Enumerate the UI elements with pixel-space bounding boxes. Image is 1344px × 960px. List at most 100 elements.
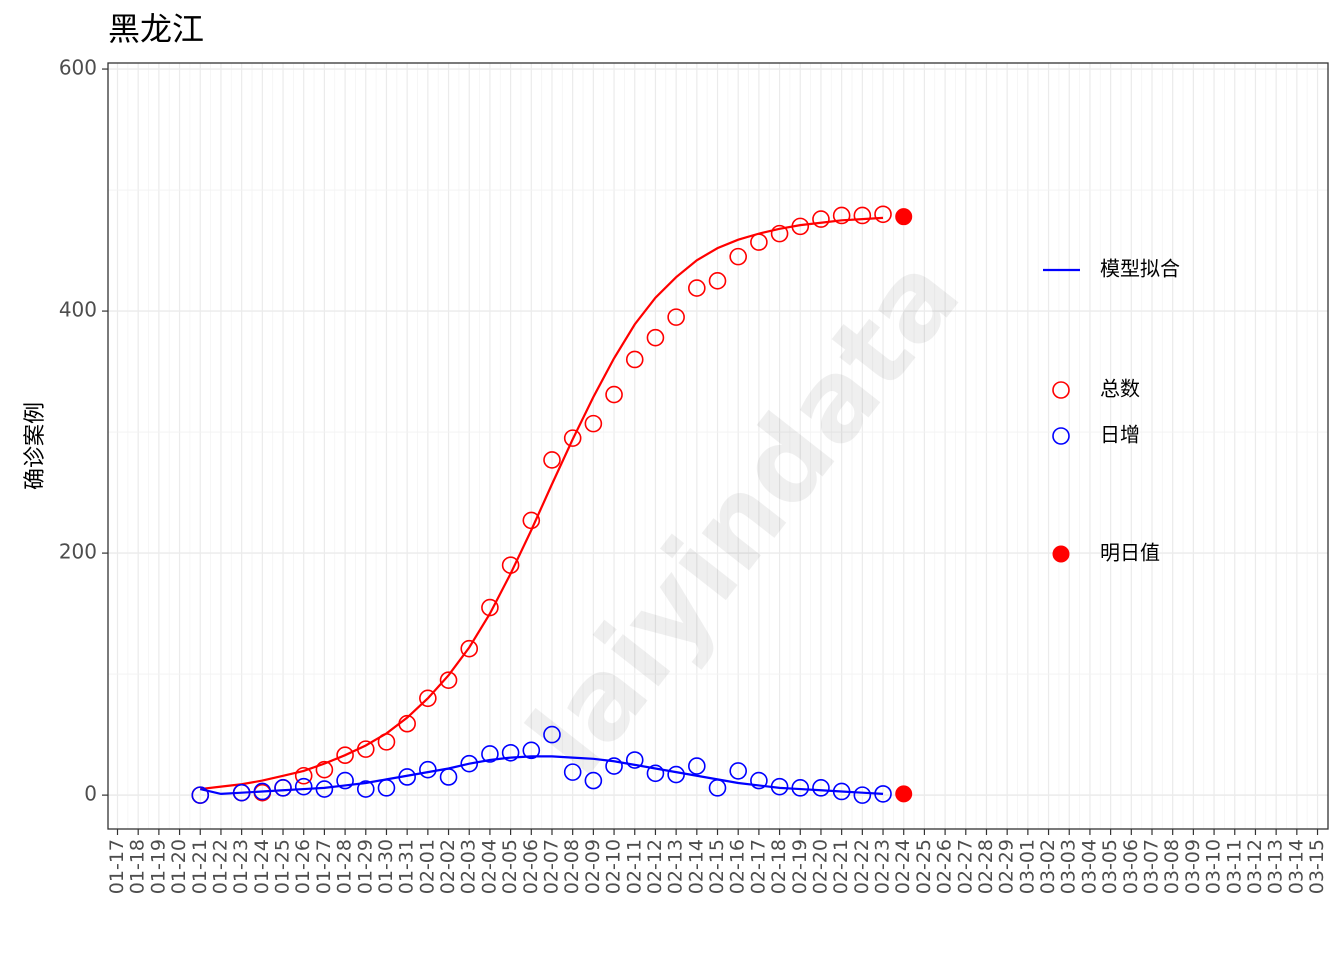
- x-tick-label: 02-25: [913, 839, 935, 894]
- predict-point: [895, 208, 913, 226]
- x-tick-label: 02-01: [416, 839, 438, 894]
- data-point: [460, 754, 479, 773]
- x-tick-label: 02-07: [540, 839, 562, 894]
- data-point: [770, 777, 789, 796]
- data-point: [708, 272, 727, 290]
- x-tick-label: 03-07: [1141, 839, 1163, 894]
- x-tick-label: 01-18: [127, 839, 149, 894]
- data-point: [812, 210, 830, 228]
- data-point: [791, 779, 810, 797]
- x-tick-label: 03-15: [1306, 839, 1328, 894]
- data-point: [356, 780, 375, 798]
- data-point: [729, 762, 748, 780]
- legend-label: 总数: [1100, 377, 1140, 401]
- x-tick-label: 02-22: [851, 839, 873, 894]
- data-point: [688, 279, 706, 297]
- data-point: [274, 779, 292, 797]
- data-point: [439, 768, 458, 786]
- data-point: [253, 782, 272, 801]
- data-point: [501, 743, 520, 762]
- chart-title: 黑龙江: [108, 10, 204, 48]
- data-point: [625, 751, 644, 769]
- x-tick-label: 03-11: [1223, 839, 1245, 894]
- x-tick-label: 01-24: [251, 839, 273, 894]
- x-tick-label: 02-08: [561, 839, 583, 894]
- data-point: [336, 746, 354, 764]
- x-tick-label: 03-13: [1265, 839, 1287, 894]
- x-tick-label: 02-10: [603, 839, 625, 894]
- data-point: [315, 760, 334, 779]
- data-point: [377, 779, 396, 797]
- plot-marks: [191, 205, 913, 804]
- x-tick-label: 01-17: [106, 839, 128, 894]
- x-tick-label: 01-27: [313, 839, 335, 894]
- data-point: [481, 598, 499, 617]
- x-tick-label: 02-09: [582, 839, 604, 894]
- fit-line: [200, 216, 884, 791]
- x-tick-label: 01-23: [230, 839, 252, 894]
- x-tick-label: 01-26: [292, 839, 314, 894]
- data-point: [832, 782, 851, 801]
- data-point: [439, 671, 458, 689]
- data-point: [419, 760, 437, 779]
- data-point: [667, 765, 685, 784]
- data-point: [522, 741, 541, 760]
- x-tick-label: 03-08: [1161, 839, 1183, 894]
- data-point: [646, 764, 665, 783]
- x-tick-label: 02-24: [892, 839, 914, 894]
- data-point: [336, 771, 354, 790]
- fit-line: [200, 755, 884, 796]
- x-tick-label: 02-06: [520, 839, 542, 894]
- data-point: [812, 779, 830, 797]
- data-point: [377, 733, 396, 751]
- y-tick-label: 400: [59, 298, 97, 322]
- legend-dot-key: [1052, 545, 1070, 563]
- data-point: [563, 429, 582, 447]
- x-tick-label: 02-14: [685, 839, 707, 894]
- x-tick-label: 02-12: [644, 839, 666, 894]
- y-tick-label: 600: [59, 56, 97, 80]
- data-point: [294, 777, 313, 796]
- x-tick-label: 02-28: [975, 839, 997, 894]
- x-tick-label: 01-20: [168, 839, 190, 894]
- data-point: [750, 771, 768, 790]
- legend-circle-key: [1052, 427, 1070, 445]
- data-point: [874, 205, 892, 224]
- legend-label: 日增: [1100, 423, 1140, 447]
- data-point: [853, 206, 872, 225]
- x-tick-label: 02-02: [437, 839, 459, 894]
- grid: [108, 63, 1328, 829]
- data-point: [481, 745, 499, 763]
- x-tick-label: 02-17: [747, 839, 769, 894]
- data-point: [584, 771, 603, 790]
- x-tick-label: 02-16: [727, 839, 749, 894]
- x-tick-label: 01-30: [375, 839, 397, 894]
- x-tick-label: 03-03: [1058, 839, 1080, 894]
- data-point: [688, 757, 706, 775]
- predict-point: [895, 785, 913, 803]
- x-tick-label: 02-29: [996, 839, 1018, 894]
- x-tick-label: 02-19: [789, 839, 811, 894]
- x-tick-label: 01-29: [354, 839, 376, 894]
- x-tick-label: 03-10: [1203, 839, 1225, 894]
- data-point: [605, 385, 623, 404]
- data-point: [522, 511, 541, 530]
- legend-circle-key: [1052, 381, 1070, 399]
- x-tick-label: 01-25: [272, 839, 294, 894]
- data-point: [501, 556, 520, 574]
- data-point: [584, 414, 603, 433]
- data-point: [419, 689, 437, 708]
- data-point: [543, 725, 561, 744]
- x-tick-label: 02-13: [665, 839, 687, 894]
- x-tick-label: 02-03: [458, 839, 480, 894]
- data-point: [398, 768, 416, 786]
- x-tick-label: 02-18: [768, 839, 790, 894]
- data-point: [315, 780, 334, 798]
- x-tick-label: 01-21: [189, 839, 211, 894]
- legend-label: 明日值: [1100, 541, 1160, 565]
- x-tick-label: 03-06: [1120, 839, 1142, 894]
- data-point: [791, 217, 810, 236]
- x-tick-label: 02-26: [934, 839, 956, 894]
